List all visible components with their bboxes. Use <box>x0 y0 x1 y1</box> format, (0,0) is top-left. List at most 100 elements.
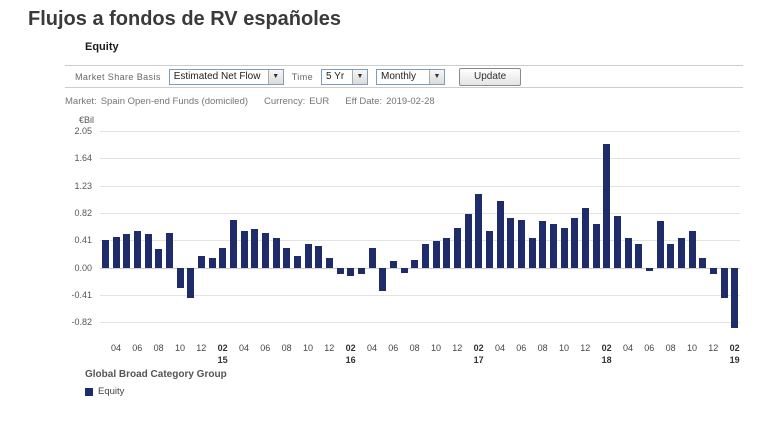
flow-bar <box>507 217 515 268</box>
y-axis-unit-label: €Bil <box>78 115 94 125</box>
x-axis-tick-label: 08 <box>665 343 676 353</box>
flow-bar <box>411 259 419 268</box>
flow-bar <box>592 224 600 268</box>
y-axis-tick-label: 1.64 <box>74 153 92 164</box>
flow-bar <box>688 231 696 268</box>
flow-bar <box>549 224 557 268</box>
chevron-down-icon: ▼ <box>429 69 444 84</box>
x-axis-tick-label: 12 <box>196 343 207 353</box>
currency-value: EUR <box>309 96 330 107</box>
flow-bar <box>347 267 355 276</box>
x-axis-tick-label: 04 <box>238 343 250 353</box>
page-title: Flujos a fondos de RV españoles <box>28 8 342 30</box>
y-axis-tick-label: 0.82 <box>74 208 92 218</box>
gridline <box>100 295 740 296</box>
market-value: Spain Open-end Funds (domiciled) <box>100 96 249 107</box>
flow-bar <box>453 227 461 268</box>
gridline <box>100 213 740 214</box>
legend-item-equity: Equity <box>85 386 743 397</box>
y-axis-tick-label: 1.23 <box>74 180 92 191</box>
flow-bar <box>176 267 184 288</box>
currency-label: Currency: <box>264 96 306 107</box>
flow-bar <box>464 214 472 268</box>
x-axis-tick-label: 06 <box>260 343 271 353</box>
plot-area: €Bil 2.05 1.64 1.23 0.82 0.41 0.00 -0.41 -0.82 0… <box>71 115 740 365</box>
flow-bar <box>667 244 675 268</box>
flow-bar <box>379 267 387 291</box>
x-axis-year-label: 19 <box>729 355 740 365</box>
flow-bar <box>336 267 344 275</box>
flow-bar <box>144 234 152 268</box>
flow-bar <box>613 215 621 268</box>
x-axis-tick-label: 06 <box>388 343 399 353</box>
flow-bar <box>229 219 237 268</box>
frequency-select[interactable]: Monthly ▼ <box>376 68 445 85</box>
x-axis-tick-label: 08 <box>409 343 420 353</box>
x-axis-tick-label: 10 <box>174 343 186 353</box>
x-axis-tick-label: 04 <box>622 343 634 353</box>
x-axis-tick-label: 12 <box>324 343 335 353</box>
flow-bar <box>187 267 195 298</box>
chevron-down-icon: ▼ <box>267 69 283 84</box>
flow-bar <box>677 237 685 268</box>
flow-bar <box>496 201 504 268</box>
flow-bar <box>240 231 248 268</box>
flow-bar <box>197 255 205 268</box>
x-axis-tick-label: 12 <box>708 343 719 353</box>
x-axis-tick-label: 10 <box>558 343 570 353</box>
legend-title: Global Broad Category Group <box>85 369 227 380</box>
flow-bar <box>645 267 653 271</box>
flow-bar <box>325 257 333 268</box>
x-axis-tick-label: 02 <box>217 343 228 353</box>
x-axis-tick-label: 08 <box>281 343 292 353</box>
flow-bar <box>357 267 365 275</box>
x-axis-tick-label: 04 <box>494 343 506 353</box>
time-range-value: 5 Yr <box>326 71 345 82</box>
x-axis-tick-label: 10 <box>302 343 314 353</box>
x-axis-year-label: 17 <box>473 355 484 365</box>
legend: Global Broad Category Group Equity <box>85 369 743 397</box>
x-axis-tick-label: 06 <box>516 343 527 353</box>
flow-bar <box>731 267 739 328</box>
y-axis-tick-label: 0.00 <box>74 262 92 273</box>
equity-color-swatch <box>85 387 93 396</box>
flow-bar <box>133 231 141 268</box>
flow-bar <box>272 237 280 268</box>
flow-bar <box>699 257 707 268</box>
x-axis-tick-label: 06 <box>644 343 655 353</box>
x-axis-tick-label: 02 <box>729 343 740 353</box>
flow-bar <box>112 237 120 268</box>
flow-bar <box>368 247 376 268</box>
y-axis-tick-label: 2.05 <box>74 126 92 136</box>
info-line: Market: Spain Open-end Funds (domiciled)… <box>65 96 743 107</box>
market-label: Market: <box>65 96 97 107</box>
x-axis-year-label: 18 <box>601 355 612 365</box>
currency-info: Currency: EUR <box>264 96 329 107</box>
flow-bar <box>432 241 440 268</box>
gridline <box>100 158 740 160</box>
flow-bar <box>315 246 323 268</box>
flow-bar <box>581 207 589 268</box>
x-axis-tick-label: 04 <box>366 343 378 353</box>
flow-bar <box>155 249 163 268</box>
flow-bar <box>720 267 728 298</box>
flow-bar <box>251 229 259 268</box>
time-range-select[interactable]: 5 Yr ▼ <box>321 68 368 85</box>
fund-flows-panel: Equity Market Share Basis Estimated Net … <box>65 41 743 397</box>
flow-bar <box>528 237 536 268</box>
x-axis-tick-label: 02 <box>473 343 484 353</box>
x-axis-tick-label: 12 <box>452 343 463 353</box>
flow-bar <box>475 194 483 268</box>
flow-bar <box>635 244 643 268</box>
x-axis-tick-label: 02 <box>345 343 356 353</box>
x-axis-tick-label: 10 <box>430 343 442 353</box>
flow-bar <box>571 217 579 268</box>
market-share-basis-select[interactable]: Estimated Net Flow ▼ <box>168 68 284 85</box>
x-axis-tick-label: 04 <box>110 343 122 353</box>
gridline <box>100 185 740 187</box>
flow-bar <box>165 233 173 268</box>
update-button[interactable]: Update <box>459 67 522 86</box>
flow-bar <box>400 267 408 273</box>
flow-bar <box>560 227 568 268</box>
x-axis-tick-label: 06 <box>132 343 143 353</box>
